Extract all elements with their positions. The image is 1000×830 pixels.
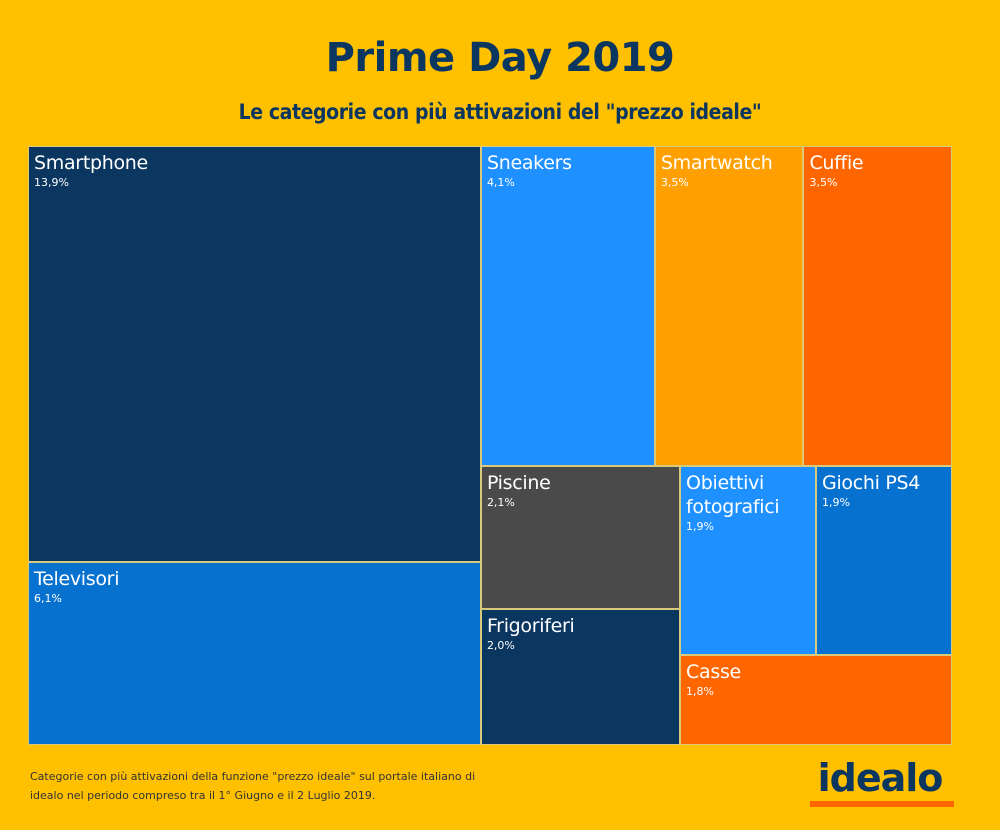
tile-label: Frigoriferi 2,0%	[487, 614, 675, 654]
treemap-tile-cuffie: Cuffie 3,5%	[803, 146, 952, 466]
tile-label: Televisori 6,1%	[34, 567, 476, 607]
treemap-tile-giochi-ps4: Giochi PS4 1,9%	[816, 465, 952, 656]
logo-text: idealo	[817, 756, 944, 800]
tile-label: Giochi PS4 1,9%	[822, 471, 947, 511]
treemap-tile-sneakers: Sneakers 4,1%	[480, 146, 655, 466]
tile-value: 1,9%	[686, 519, 714, 533]
tile-value: 4,1%	[486, 176, 515, 189]
tile-category: Televisori	[34, 568, 120, 591]
tile-value: 1,9%	[822, 495, 850, 509]
treemap-tile-casse: Casse 1,8%	[680, 655, 952, 745]
tile-category: Frigoriferi	[486, 614, 575, 637]
tile-value: 6,1%	[34, 592, 62, 606]
footnote: Categorie con più attivazioni della funz…	[30, 770, 476, 802]
tile-category: Sneakers	[486, 152, 572, 174]
tile-value: 13,9%	[34, 176, 69, 189]
treemap-tile-obiettivi-fotografici: Obiettivi fotografici 1,9%	[680, 465, 817, 656]
treemap-tile-televisori: Televisori 6,1%	[28, 562, 481, 745]
tile-label: Cuffie 3,5%	[809, 151, 947, 191]
tile-label: Casse 1,8%	[686, 660, 947, 700]
tile-label: Sneakers 4,1%	[487, 151, 650, 191]
tile-category: Smartwatch	[660, 152, 773, 174]
chart-title: Prime Day 2019	[325, 35, 675, 81]
tile-value: 3,5%	[660, 176, 689, 189]
tile-category: Giochi PS4	[822, 471, 921, 494]
tile-category: Smartphone	[34, 152, 148, 174]
idealo-logo: idealo	[806, 756, 954, 808]
tile-category: Casse	[686, 661, 741, 684]
tile-category: Cuffie	[809, 152, 864, 174]
treemap: Smartphone 13,9% Televisori 6,1% Sneakers 4,1…	[28, 146, 952, 745]
chart-subtitle: Le categorie con più attivazioni del "pr…	[238, 100, 762, 124]
treemap-tile-frigoriferi: Frigoriferi 2,0%	[480, 608, 681, 745]
tile-value: 2,1%	[486, 495, 515, 509]
treemap-tile-piscine: Piscine 2,1%	[480, 465, 681, 609]
tile-category: Obiettivi fotografici	[686, 471, 780, 518]
tile-value: 1,8%	[686, 685, 714, 699]
tile-label: Smartphone 13,9%	[34, 151, 476, 191]
tile-category: Piscine	[486, 471, 551, 494]
treemap-tile-smartwatch: Smartwatch 3,5%	[654, 146, 804, 466]
tile-value: 2,0%	[486, 638, 515, 652]
logo-underline	[810, 801, 954, 807]
tile-value: 3,5%	[809, 176, 838, 189]
tile-label: Piscine 2,1%	[487, 471, 675, 511]
treemap-tile-smartphone: Smartphone 13,9%	[28, 146, 481, 563]
tile-label: Obiettivi fotografici 1,9%	[686, 471, 811, 535]
tile-label: Smartwatch 3,5%	[661, 151, 799, 191]
